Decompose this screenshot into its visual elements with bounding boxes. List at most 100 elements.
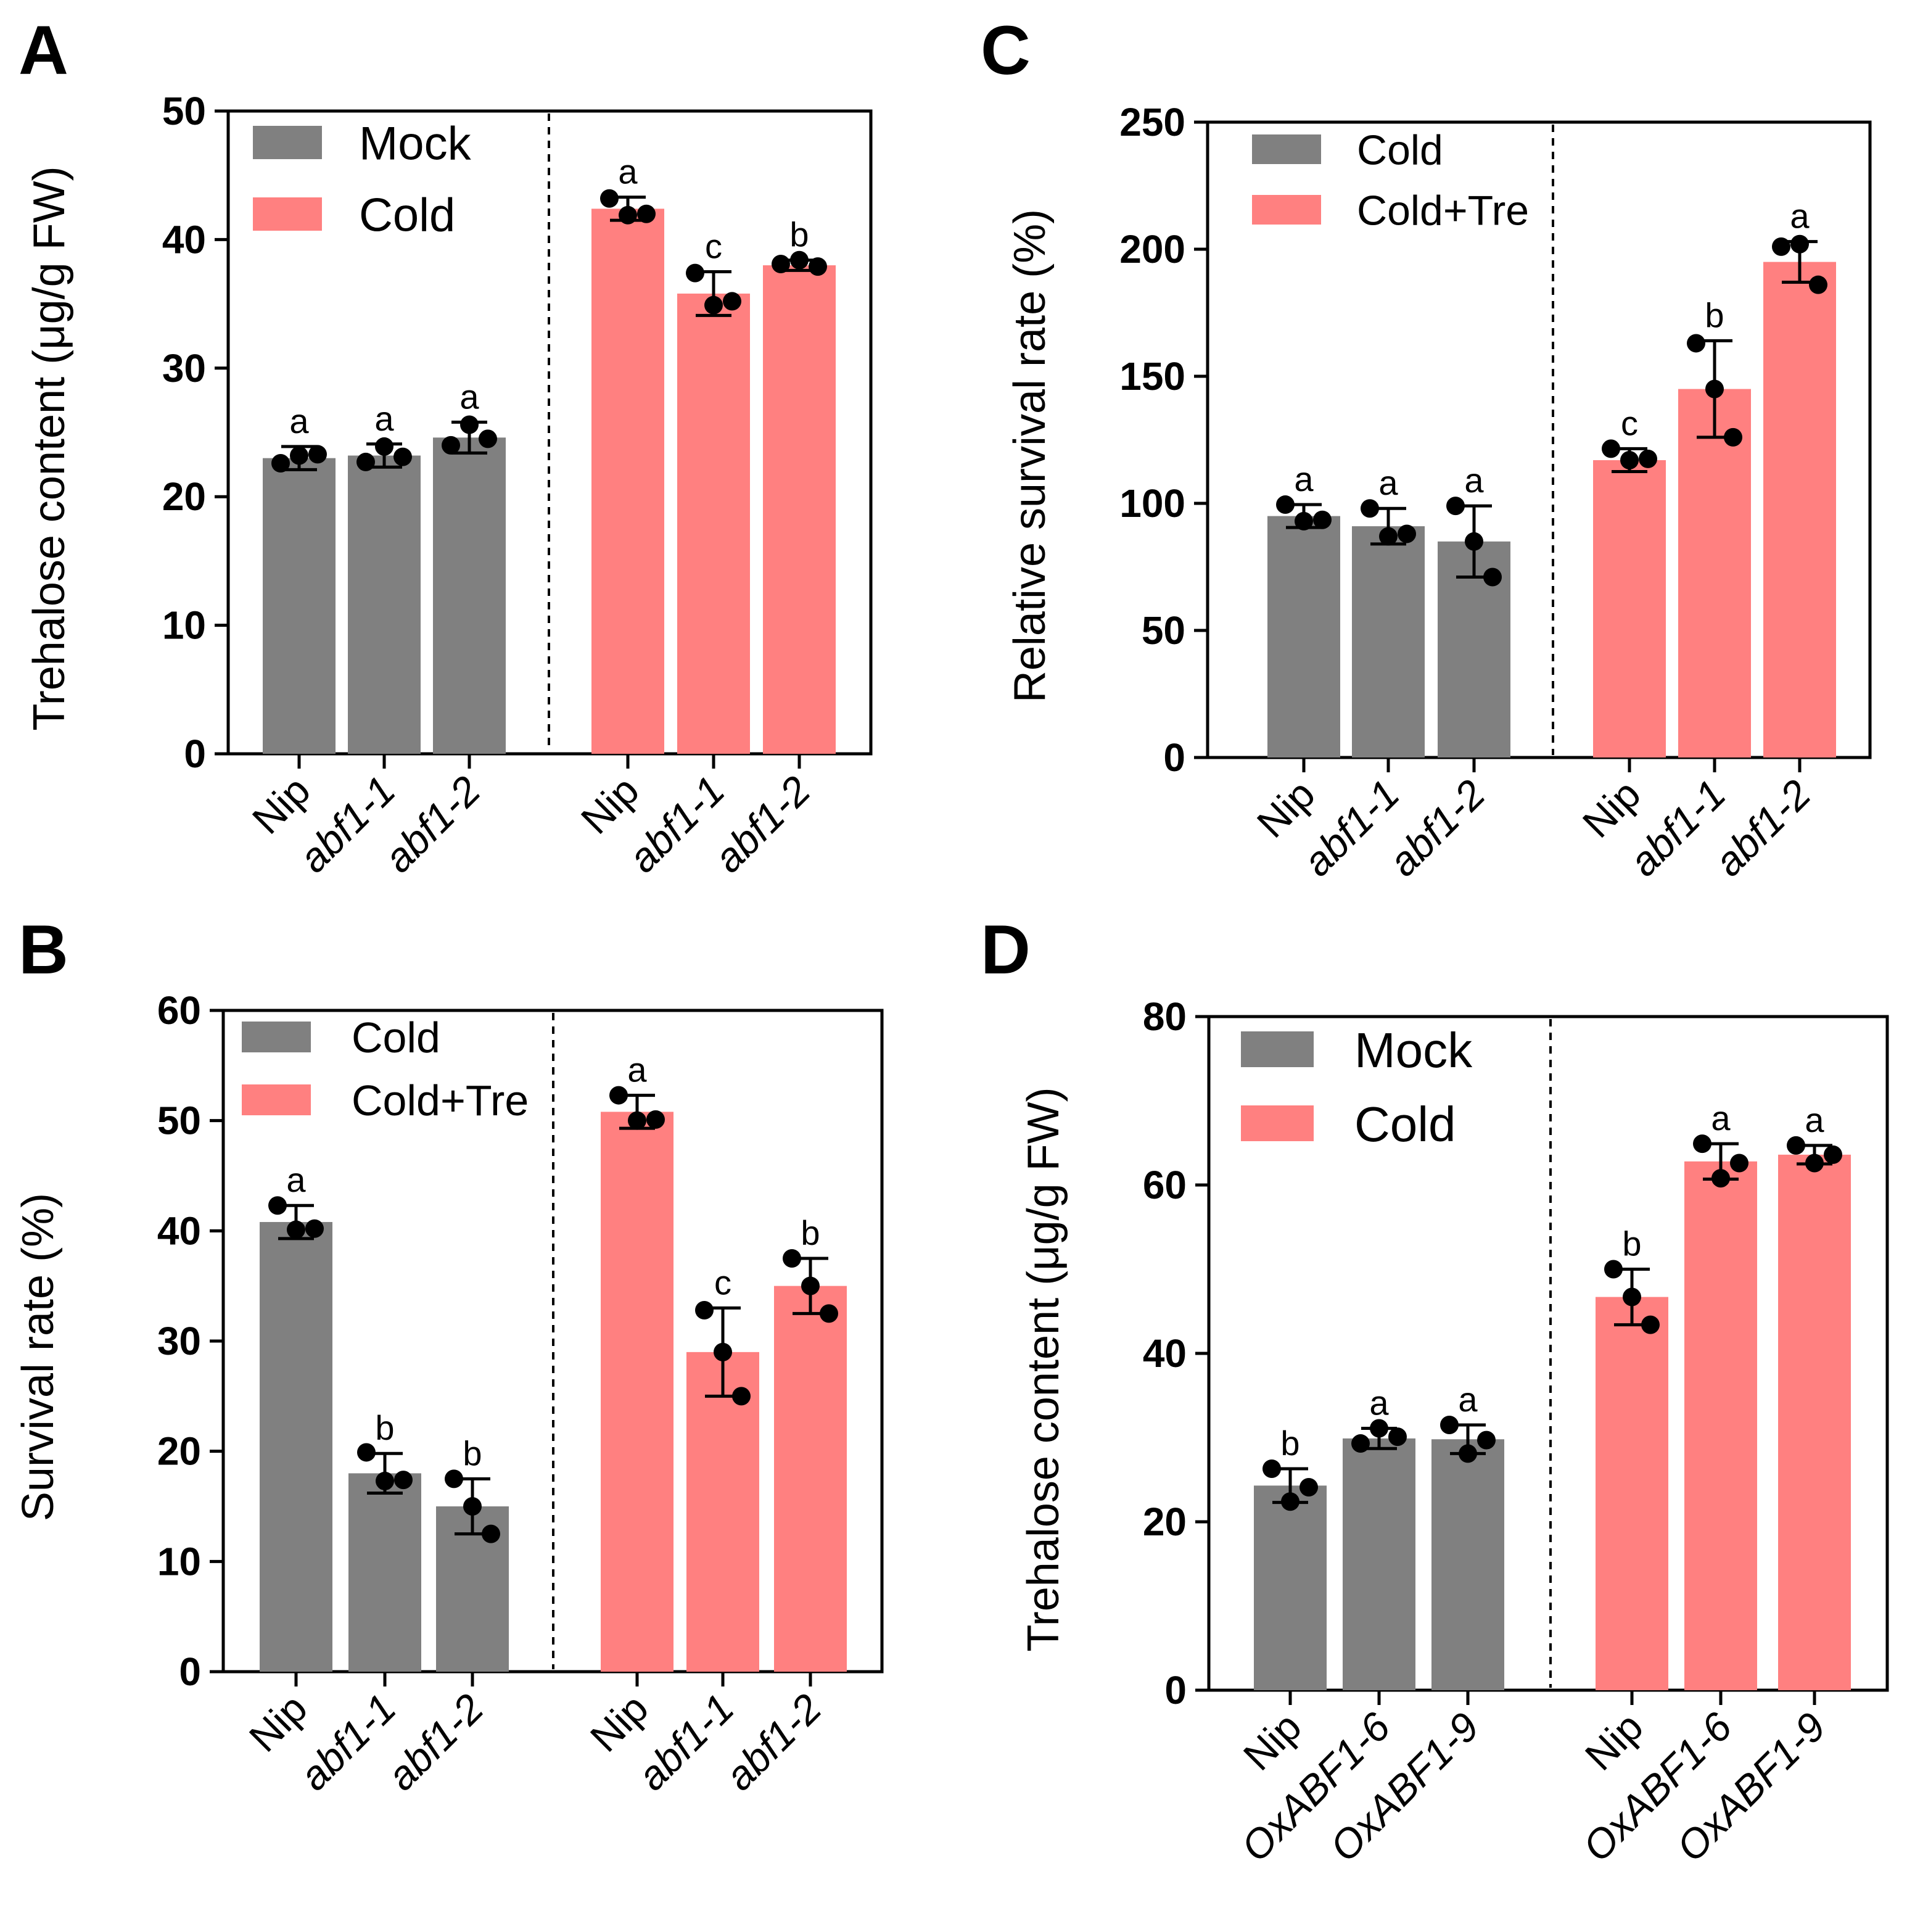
x-tick-label: abf1-2 xyxy=(716,1685,830,1799)
bar xyxy=(591,208,664,754)
legend-label: Cold xyxy=(352,1013,440,1062)
data-point xyxy=(1604,1260,1623,1279)
legend-swatch-mock xyxy=(253,126,322,159)
panel-c: C 0 50 100 150 200 250 Relative survival rate (… xyxy=(981,12,1872,885)
y-tick-label: 50 xyxy=(1142,608,1185,653)
y-tick-label: 40 xyxy=(1143,1331,1187,1376)
data-point xyxy=(1790,234,1809,254)
x-tick-label: Nip xyxy=(1576,1704,1652,1779)
data-point xyxy=(619,205,637,225)
significance-letter: c xyxy=(1621,403,1638,442)
significance-letter: b xyxy=(789,215,809,254)
data-point xyxy=(1809,275,1827,294)
x-tick-label: abf1-1 xyxy=(619,767,733,881)
bar xyxy=(1593,460,1666,758)
bar xyxy=(1343,1438,1415,1690)
significance-letter: b xyxy=(463,1434,482,1472)
panel-letter: B xyxy=(19,911,68,988)
bar xyxy=(686,1352,759,1672)
data-point xyxy=(1623,1287,1641,1307)
y-tick-label: 150 xyxy=(1119,354,1185,398)
data-point xyxy=(1477,1430,1496,1450)
data-point xyxy=(1483,568,1502,587)
panel-d: D 0 20 40 60 80 Trehalose content (μg/g FW) b Ni… xyxy=(981,911,1889,1870)
data-point xyxy=(704,295,723,315)
data-point xyxy=(1711,1169,1730,1188)
data-point xyxy=(1772,237,1790,256)
bar xyxy=(348,1473,421,1672)
data-point xyxy=(1276,495,1295,514)
y-tick-label: 10 xyxy=(162,603,206,648)
significance-letter: a xyxy=(1790,197,1810,236)
data-point xyxy=(723,292,741,311)
y-axis-label: Trehalose content (μg/g FW) xyxy=(1019,1087,1068,1651)
data-point xyxy=(820,1304,838,1323)
y-tick-label: 20 xyxy=(157,1429,201,1474)
significance-letter: b xyxy=(1705,295,1724,334)
y-tick-label: 20 xyxy=(1143,1500,1187,1544)
bar xyxy=(433,437,506,754)
significance-letter: a xyxy=(618,152,638,191)
bar xyxy=(263,458,336,754)
data-point xyxy=(308,445,327,464)
x-tick-label: abf1-2 xyxy=(375,767,489,881)
bar xyxy=(763,265,836,754)
legend-label: Cold xyxy=(1357,126,1443,173)
bar xyxy=(601,1112,673,1672)
y-tick-label: 60 xyxy=(1143,1163,1187,1207)
y-axis-label: Survival rate (%) xyxy=(14,1193,63,1521)
significance-letter: a xyxy=(1711,1099,1731,1137)
data-point xyxy=(287,1220,305,1239)
y-tick-label: 50 xyxy=(162,89,206,133)
data-point xyxy=(1705,379,1724,398)
significance-letter: a xyxy=(627,1051,647,1089)
significance-letter: b xyxy=(1622,1224,1641,1263)
bar xyxy=(348,455,421,754)
data-point xyxy=(268,1196,287,1215)
legend-label: Mock xyxy=(1354,1023,1473,1078)
y-tick-label: 30 xyxy=(157,1319,201,1363)
data-point xyxy=(1398,524,1416,543)
data-point xyxy=(376,1471,394,1490)
data-point xyxy=(801,1276,820,1295)
data-point xyxy=(714,1342,732,1361)
bar xyxy=(1352,526,1425,758)
data-point xyxy=(463,1497,482,1516)
bar xyxy=(677,293,750,754)
data-point xyxy=(356,452,375,471)
data-point xyxy=(1639,449,1657,468)
x-tick-label: abf1-2 xyxy=(1705,771,1819,885)
data-point xyxy=(445,1469,463,1488)
legend-swatch-mock xyxy=(1241,1031,1314,1067)
data-point xyxy=(772,254,790,273)
bar xyxy=(774,1286,847,1672)
data-point xyxy=(686,263,704,283)
legend-swatch-cold xyxy=(242,1022,311,1052)
y-tick-label: 100 xyxy=(1119,481,1185,526)
bar xyxy=(1778,1154,1851,1690)
data-point xyxy=(1730,1154,1748,1173)
data-point xyxy=(732,1387,751,1406)
x-tick-label: Nip xyxy=(241,1685,316,1761)
y-tick-label: 50 xyxy=(157,1099,201,1143)
data-point xyxy=(393,447,412,466)
significance-letter: b xyxy=(801,1213,820,1252)
legend-swatch-cold-tre xyxy=(1252,195,1321,225)
data-point xyxy=(271,454,290,473)
significance-letter: a xyxy=(459,377,479,416)
bar xyxy=(1596,1297,1668,1690)
bar xyxy=(1254,1485,1327,1690)
panel-letter: D xyxy=(981,911,1031,988)
plot-frame xyxy=(1206,120,1872,759)
legend-swatch-cold xyxy=(253,197,322,231)
significance-letter: c xyxy=(714,1263,731,1302)
significance-letter: a xyxy=(374,399,394,438)
legend-label: Cold xyxy=(359,189,455,241)
panel-letter: C xyxy=(981,12,1031,89)
data-point xyxy=(460,415,479,434)
data-point xyxy=(357,1443,376,1462)
data-point xyxy=(1465,532,1483,551)
y-tick-label: 250 xyxy=(1119,100,1185,144)
x-tick-label: abf1-1 xyxy=(628,1685,743,1799)
